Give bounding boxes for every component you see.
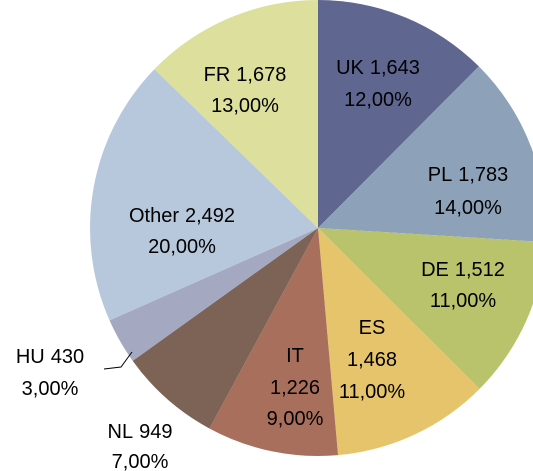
label-percent: 3,00% [22,378,79,400]
data-label: IT 1,226 9,00% [267,345,324,430]
data-label: DE 1,512 11,00% [421,259,505,312]
data-label: ES 1,468 11,00% [339,317,406,403]
label-percent: 20,00% [148,236,216,258]
label-category: Other [129,205,179,227]
label-percent: 11,00% [430,290,497,312]
leader-line [103,351,133,370]
pie-slice [209,228,339,456]
label-category: HU [16,346,45,368]
pie-slice [318,66,533,242]
label-category: UK [336,57,364,79]
label-value: 1,512 [455,259,505,281]
label-percent: 14,00% [434,197,502,219]
data-label: UK 1,643 12,00% [336,57,420,111]
data-label: NL 949 7,00% [108,421,173,471]
label-value: 1,468 [347,349,397,371]
label-percent: 11,00% [339,381,406,403]
label-category: FR [204,64,231,86]
pie-slice [154,0,318,228]
label-value: 1,678 [236,64,286,86]
label-category: NL [108,421,134,443]
label-percent: 9,00% [267,408,324,430]
label-category: PL [428,164,452,186]
label-value: 1,643 [370,57,420,79]
data-label: HU 430 3,00% [16,346,84,400]
label-percent: 12,00% [344,89,412,111]
pie-slice [89,69,318,321]
label-value: 2,492 [185,205,235,227]
label-percent: 13,00% [211,95,279,117]
pie-slice [132,228,318,429]
data-label: Other 2,492 20,00% [129,205,235,258]
data-label: FR 1,678 13,00% [204,64,287,117]
label-percent: 7,00% [112,451,169,471]
label-category: ES [359,317,386,339]
label-value: 1,783 [458,164,508,186]
data-label: PL 1,783 14,00% [428,164,509,219]
label-value: 1,226 [270,377,320,399]
pie-slice [318,0,479,228]
label-value: 949 [139,421,172,443]
pie-slice [318,228,480,456]
label-value: 430 [51,346,84,368]
label-category: IT [286,345,304,367]
pie-slice [318,228,533,389]
pie-slice [109,228,319,361]
label-category: DE [421,259,449,281]
